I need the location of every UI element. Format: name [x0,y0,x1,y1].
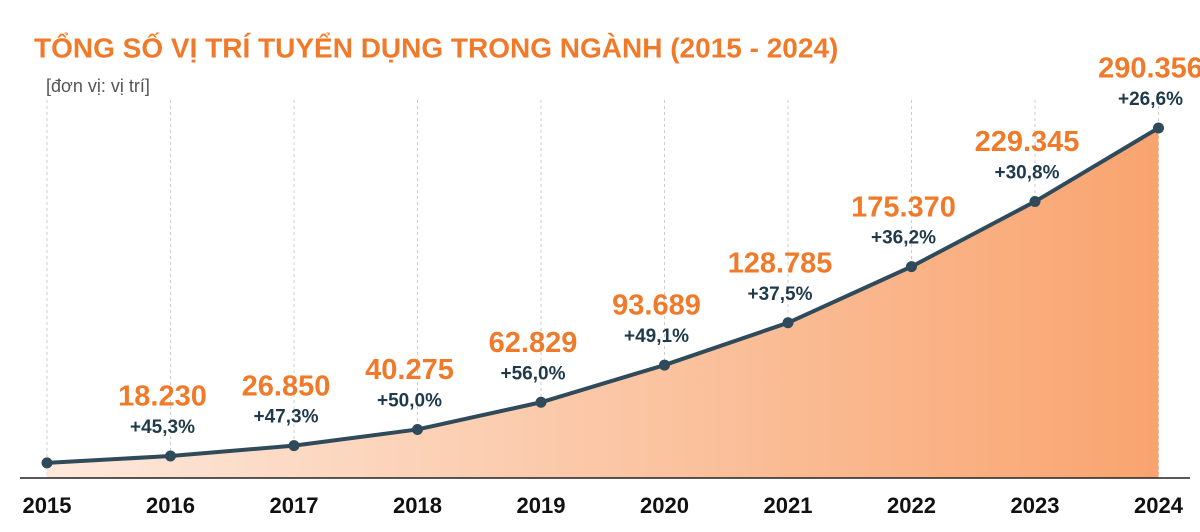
point [41,457,53,469]
growth-label: +37,5% [748,284,813,305]
value-label: 62.829 [489,327,578,359]
value-label: 40.275 [365,354,454,386]
x-tick-label: 2022 [887,493,936,518]
x-tick-label: 2018 [393,493,442,518]
value-label: 93.689 [612,290,701,322]
value-label: 175.370 [851,191,956,223]
growth-label: +30,8% [995,163,1060,184]
x-tick-label: 2016 [146,493,195,518]
x-tick-label: 2020 [640,493,689,518]
point [412,423,423,435]
point [1029,196,1041,208]
x-tick-label: 2019 [517,493,566,518]
chart-title: TỔNG SỐ VỊ TRÍ TUYỂN DỤNG TRONG NGÀNH (2… [34,31,838,63]
growth-label: +45,3% [130,417,195,438]
point [535,396,547,408]
value-label: 128.785 [728,247,833,279]
growth-label: +56,0% [501,363,566,384]
point [1153,122,1164,134]
x-tick-label: 2023 [1011,493,1060,518]
growth-label: +26,6% [1118,89,1183,110]
point [782,317,794,329]
x-tick-label: 2021 [764,493,813,518]
line [46,126,1160,465]
x-tick-label: 2024 [1134,493,1184,518]
x-tick-label: 2017 [270,493,319,518]
value-label: 229.345 [975,126,1080,158]
point [906,261,917,273]
point [288,440,300,452]
growth-label: +49,1% [624,326,689,347]
value-label: 18.230 [118,381,207,413]
chart-subtitle: [đơn vị: vị trí] [46,76,150,96]
value-label: 26.850 [242,370,331,402]
value-label: 290.356 [1098,53,1200,85]
growth-label: +50,0% [377,390,442,411]
x-tick-label: 2015 [23,493,72,518]
growth-label: +47,3% [254,407,319,428]
point [165,450,176,462]
growth-label: +36,2% [871,228,936,249]
point [659,359,670,371]
area [47,128,1159,478]
